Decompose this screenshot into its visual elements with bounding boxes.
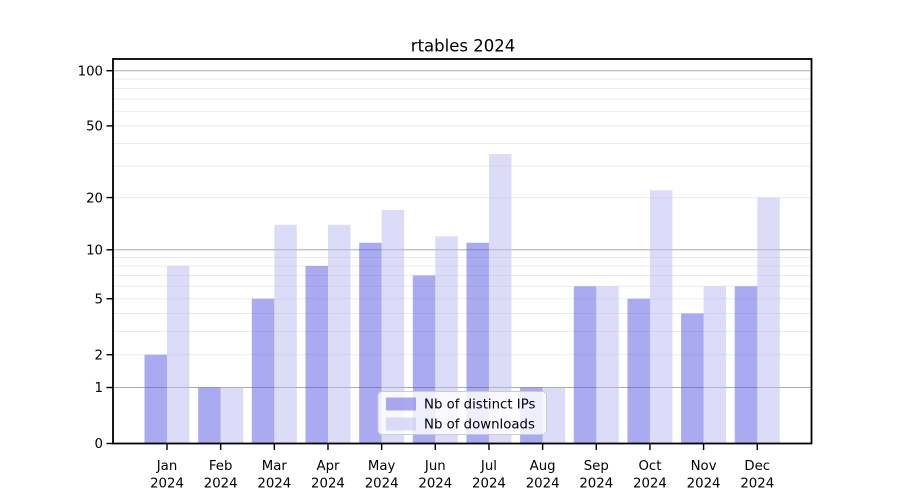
legend: Nb of distinct IPs Nb of downloads	[377, 391, 547, 435]
y-tick-label: 10	[86, 244, 103, 259]
x-tick-label-year: 2024	[687, 477, 721, 492]
bar-apr-downloads	[327, 224, 351, 444]
bar-aug-downloads	[542, 387, 566, 444]
legend-label-distinct-ips: Nb of distinct IPs	[424, 398, 536, 413]
y-tick-label: 50	[86, 120, 103, 135]
y-tick-label: 0	[95, 437, 103, 452]
bar-feb-distinct-ips	[198, 387, 221, 444]
bar-dec-downloads	[757, 197, 780, 444]
bar-jan-distinct-ips	[144, 354, 167, 444]
y-tick-label: 5	[95, 292, 103, 307]
x-tick-label-year: 2024	[526, 477, 560, 492]
x-tick-label-month: Apr	[316, 459, 340, 474]
legend-swatch-downloads	[386, 417, 416, 431]
bar-feb-downloads	[220, 387, 244, 444]
x-tick-label-year: 2024	[472, 477, 506, 492]
plot-border	[112, 58, 813, 445]
bar-nov-downloads	[703, 286, 727, 444]
bar-dec-distinct-ips	[734, 286, 758, 444]
bar-nov-distinct-ips	[681, 313, 704, 444]
gridlines	[113, 70, 812, 389]
bar-oct-downloads	[649, 190, 673, 444]
x-tick-label-month: Jan	[156, 459, 178, 474]
x-tick-label-year: 2024	[204, 477, 238, 492]
x-tick-label-year: 2024	[418, 477, 452, 492]
x-tick-label-month: Oct	[638, 459, 661, 474]
y-tick-label: 20	[86, 191, 103, 206]
legend-label-downloads: Nb of downloads	[424, 418, 535, 433]
y-tick-label: 2	[95, 348, 103, 363]
bar-jan-downloads	[167, 266, 190, 444]
y-axis: 0 1 2 5 10 20 50 100	[78, 64, 113, 452]
x-tick-label-month: May	[368, 459, 396, 474]
x-axis: Jan 2024 Feb 2024 Mar 2024 Apr 2024 May 2024 Jun 20…	[150, 443, 774, 492]
bar-apr-distinct-ips	[305, 266, 328, 444]
bar-sep-downloads	[596, 286, 619, 444]
x-tick-label-month: Jun	[424, 459, 446, 474]
x-tick-label-month: Jul	[480, 459, 497, 474]
legend-swatch-distinct-ips	[386, 397, 416, 411]
x-tick-label-year: 2024	[365, 477, 399, 492]
bar-jul-downloads	[488, 154, 512, 444]
chart-title: rtables 2024	[411, 37, 515, 56]
x-tick-label-year: 2024	[150, 477, 184, 492]
x-tick-label-year: 2024	[257, 477, 291, 492]
bar-may-downloads	[381, 210, 405, 444]
y-tick-label: 100	[78, 64, 103, 79]
x-tick-label-month: Nov	[691, 459, 717, 474]
legend-box	[377, 391, 547, 435]
y-tick-label: 1	[95, 381, 103, 396]
x-tick-label-month: Feb	[209, 459, 233, 474]
x-tick-label-month: Sep	[584, 459, 609, 474]
x-tick-label-year: 2024	[579, 477, 613, 492]
x-tick-label-year: 2024	[633, 477, 667, 492]
x-tick-label-month: Dec	[744, 459, 770, 474]
x-tick-label-year: 2024	[740, 477, 774, 492]
bar-may-distinct-ips	[359, 242, 382, 444]
bar-mar-downloads	[274, 224, 297, 444]
x-tick-label-month: Mar	[262, 459, 288, 474]
x-tick-label-year: 2024	[311, 477, 345, 492]
x-tick-label-month: Aug	[530, 459, 556, 474]
bar-sep-distinct-ips	[573, 286, 597, 444]
bar-oct-distinct-ips	[627, 298, 650, 444]
bar-mar-distinct-ips	[251, 298, 275, 444]
